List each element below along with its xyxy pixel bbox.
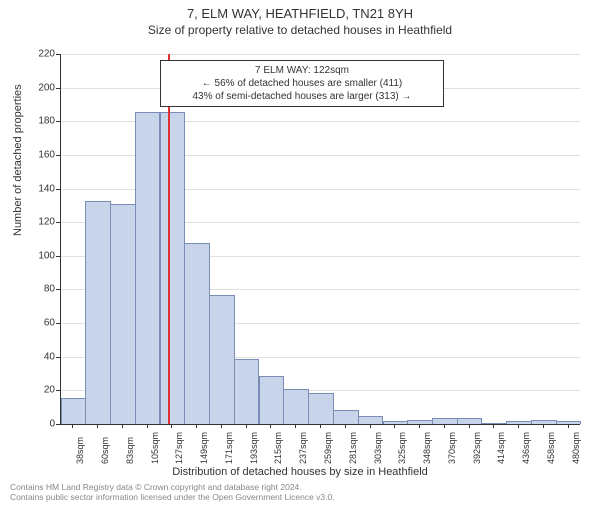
ytick-label: 80: [25, 284, 55, 295]
footer-line-2: Contains public sector information licen…: [10, 492, 335, 502]
page-subtitle: Size of property relative to detached ho…: [0, 23, 600, 37]
gridline: [60, 54, 580, 55]
ytick-label: 220: [25, 49, 55, 60]
x-axis-line: [60, 424, 580, 425]
histogram-bar: [234, 359, 260, 424]
histogram-bar: [184, 243, 210, 424]
xtick-label: 480sqm: [571, 432, 581, 464]
xtick-label: 171sqm: [224, 432, 234, 464]
annotation-line-1: 7 ELM WAY: 122sqm: [167, 64, 437, 77]
xtick-label: 149sqm: [199, 432, 209, 464]
xtick-label: 83sqm: [125, 437, 135, 464]
ytick-label: 160: [25, 149, 55, 160]
ytick-label: 200: [25, 82, 55, 93]
annotation-line-2: ← 56% of detached houses are smaller (41…: [167, 77, 437, 90]
histogram-bar: [283, 389, 309, 424]
xtick-label: 414sqm: [496, 432, 506, 464]
xtick-label: 281sqm: [348, 432, 358, 464]
histogram-bar: [61, 398, 87, 424]
marker-line: [168, 54, 170, 424]
xtick-label: 60sqm: [100, 437, 110, 464]
histogram-bar: [85, 201, 111, 424]
xtick-label: 325sqm: [397, 432, 407, 464]
xtick-label: 127sqm: [174, 432, 184, 464]
x-axis-label: Distribution of detached houses by size …: [0, 466, 600, 478]
ytick-label: 140: [25, 183, 55, 194]
histogram-bar: [259, 376, 285, 424]
footer-line-1: Contains HM Land Registry data © Crown c…: [10, 482, 335, 492]
y-axis-line: [60, 54, 61, 424]
annotation-box: 7 ELM WAY: 122sqm ← 56% of detached hous…: [160, 60, 444, 107]
histogram-bar: [160, 112, 186, 424]
histogram-bar: [209, 295, 235, 424]
ytick-label: 0: [25, 419, 55, 430]
ytick-label: 180: [25, 116, 55, 127]
histogram-bar: [358, 416, 384, 424]
xtick-label: 215sqm: [273, 432, 283, 464]
xtick-label: 370sqm: [447, 432, 457, 464]
ytick-label: 20: [25, 385, 55, 396]
xtick-label: 348sqm: [422, 432, 432, 464]
histogram-bar: [333, 410, 359, 424]
xtick-label: 193sqm: [249, 432, 259, 464]
xtick-label: 303sqm: [373, 432, 383, 464]
xtick-label: 259sqm: [323, 432, 333, 464]
xtick-label: 392sqm: [472, 432, 482, 464]
y-axis-label: Number of detached properties: [12, 84, 24, 236]
xtick-label: 436sqm: [521, 432, 531, 464]
ytick-label: 40: [25, 351, 55, 362]
ytick-label: 60: [25, 318, 55, 329]
annotation-line-3: 43% of semi-detached houses are larger (…: [167, 90, 437, 103]
histogram-bar: [110, 204, 136, 424]
xtick-label: 38sqm: [75, 437, 85, 464]
histogram-bar: [135, 112, 161, 424]
ytick-label: 100: [25, 250, 55, 261]
histogram-chart: 02040608010012014016018020022038sqm60sqm…: [60, 54, 580, 424]
xtick-label: 105sqm: [150, 432, 160, 464]
xtick-label: 458sqm: [546, 432, 556, 464]
page-title: 7, ELM WAY, HEATHFIELD, TN21 8YH: [0, 6, 600, 21]
footer-attribution: Contains HM Land Registry data © Crown c…: [10, 482, 335, 502]
ytick-label: 120: [25, 217, 55, 228]
xtick-label: 237sqm: [298, 432, 308, 464]
histogram-bar: [308, 393, 334, 424]
